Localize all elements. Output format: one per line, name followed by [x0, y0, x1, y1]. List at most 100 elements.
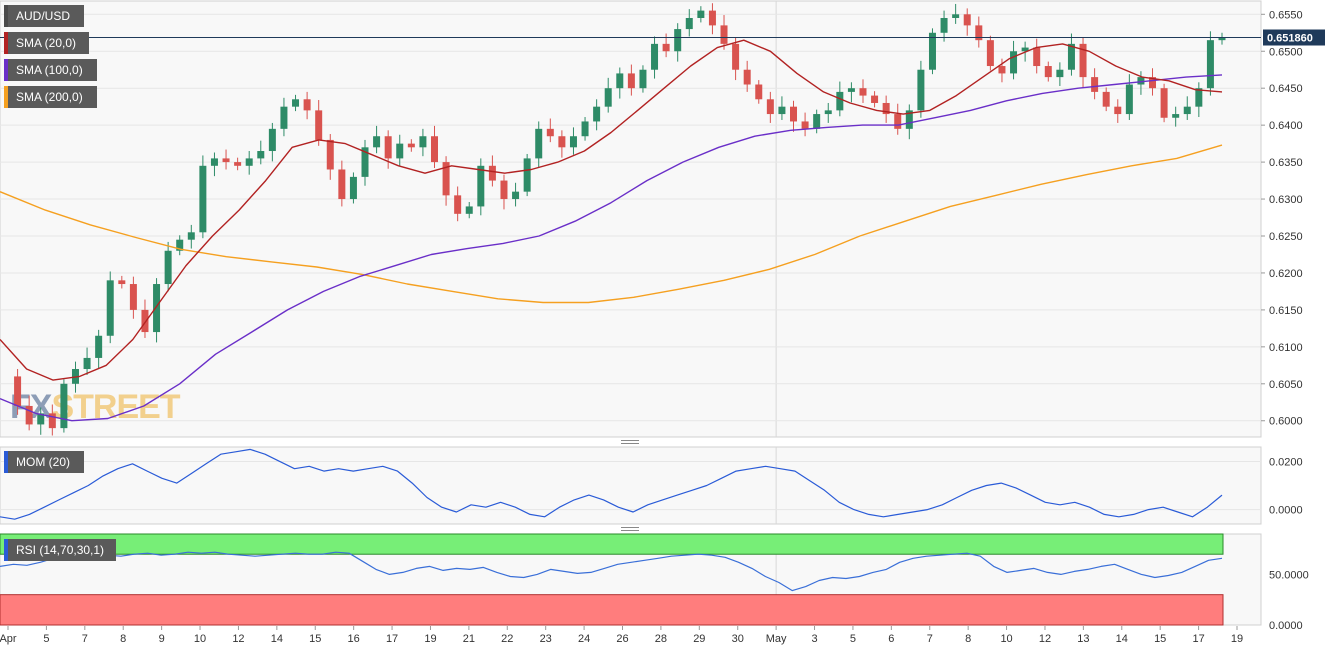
candle-body — [651, 43, 659, 70]
candle-body — [836, 91, 844, 111]
candle-body — [558, 136, 566, 148]
price-y-tick-label: 0.6250 — [1269, 231, 1303, 243]
x-tick-label: 23 — [540, 633, 552, 645]
sma100-legend[interactable]: SMA (100,0) — [4, 59, 97, 81]
x-tick-label: 6 — [888, 633, 894, 645]
candle-body — [361, 147, 369, 177]
mom-y-tick-label: 0.0000 — [1269, 505, 1303, 517]
last-price-tag — [1263, 29, 1325, 46]
candle-body — [1172, 114, 1180, 118]
candle-body — [975, 25, 983, 41]
candle-body — [176, 239, 184, 251]
x-tick-label: 19 — [424, 633, 436, 645]
candle-body — [847, 88, 855, 92]
candle-body — [60, 383, 68, 429]
rsi-legend-text: RSI (14,70,30,1) — [16, 543, 105, 557]
x-tick-label: 24 — [578, 633, 590, 645]
panel-splitter-0 — [0, 439, 1331, 445]
x-tick-label: 19 — [1231, 633, 1243, 645]
rsi-swatch — [4, 539, 8, 561]
candle-body — [338, 169, 346, 200]
candle-body — [801, 121, 809, 129]
last-price-tag-label: 0.651860 — [1267, 33, 1313, 45]
x-tick-label: 16 — [348, 633, 360, 645]
candle-body — [546, 128, 554, 137]
splitter-grip-1b — [621, 530, 639, 531]
x-tick-label: 15 — [309, 633, 321, 645]
candle-body — [697, 10, 705, 18]
sma20-legend[interactable]: SMA (20,0) — [4, 32, 89, 54]
x-tick-label: 29 — [693, 633, 705, 645]
x-tick-label: 26 — [616, 633, 628, 645]
candle-body — [500, 180, 508, 200]
candle-body — [326, 139, 334, 170]
candle-body — [257, 151, 265, 159]
candle-body — [48, 413, 56, 429]
price-y-tick-label: 0.6400 — [1269, 120, 1303, 132]
sma200-swatch — [4, 86, 8, 108]
candle-body — [1102, 91, 1110, 107]
rsi-overbought-zone — [0, 533, 1224, 555]
rsi-legend[interactable]: RSI (14,70,30,1) — [4, 539, 116, 561]
x-tick-label: 3 — [811, 633, 817, 645]
sma200-line — [0, 144, 1223, 304]
price-y-tick-label: 0.6450 — [1269, 83, 1303, 95]
x-tick-label: 9 — [159, 633, 165, 645]
candle-body — [280, 106, 288, 129]
candle-body — [535, 128, 543, 159]
candle-body — [1149, 77, 1157, 89]
candle-body — [164, 250, 172, 285]
candle-body — [83, 357, 91, 370]
splitter-grip-1a — [621, 527, 639, 528]
candle-body — [1021, 47, 1029, 52]
candle-body — [1218, 37, 1226, 41]
candle-body — [1010, 51, 1018, 74]
candle-body — [627, 73, 635, 89]
candle-body — [512, 191, 520, 200]
sma200-legend[interactable]: SMA (200,0) — [4, 86, 97, 108]
x-tick-label: 12 — [232, 633, 244, 645]
candle-body — [1137, 77, 1145, 85]
candle-body — [940, 17, 948, 33]
candle-body — [743, 69, 751, 85]
candle-body — [396, 143, 404, 159]
candle-body — [523, 158, 531, 192]
candle-body — [732, 43, 740, 70]
candle-body — [292, 99, 300, 107]
candle-body — [454, 195, 462, 214]
panel-splitter-1 — [0, 526, 1331, 532]
candle-body — [442, 162, 450, 196]
candle-body — [488, 165, 496, 181]
x-tick-label: 22 — [501, 633, 513, 645]
mom-legend[interactable]: MOM (20) — [4, 451, 84, 473]
candle-body — [639, 69, 647, 89]
x-tick-label: May — [766, 633, 787, 645]
sma20-swatch — [4, 32, 8, 54]
candle-body — [871, 95, 879, 103]
candle-body — [1079, 43, 1087, 78]
sma200-legend-text: SMA (200,0) — [16, 90, 83, 104]
candle-body — [187, 232, 195, 240]
candle-body — [95, 335, 103, 358]
candle-body — [952, 14, 960, 18]
price-y-tick-label: 0.6000 — [1269, 416, 1303, 428]
x-tick-label: 8 — [965, 633, 971, 645]
x-tick-label: Apr — [0, 633, 17, 645]
candle-body — [14, 376, 22, 406]
x-tick-label: 7 — [927, 633, 933, 645]
x-tick-label: 7 — [82, 633, 88, 645]
symbol-label[interactable]: AUD/USD — [4, 5, 84, 27]
candle-body — [1160, 88, 1168, 118]
candle-body — [581, 121, 589, 137]
candle-body — [303, 99, 311, 111]
candle-body — [1091, 77, 1099, 92]
price-y-tick-label: 0.6100 — [1269, 342, 1303, 354]
candle-body — [153, 284, 161, 333]
x-tick-label: 21 — [463, 633, 475, 645]
candle-body — [268, 128, 276, 152]
rsi-y-tick-label: 50.0000 — [1269, 569, 1309, 581]
candle-body — [465, 206, 473, 214]
candle-body — [141, 309, 149, 333]
